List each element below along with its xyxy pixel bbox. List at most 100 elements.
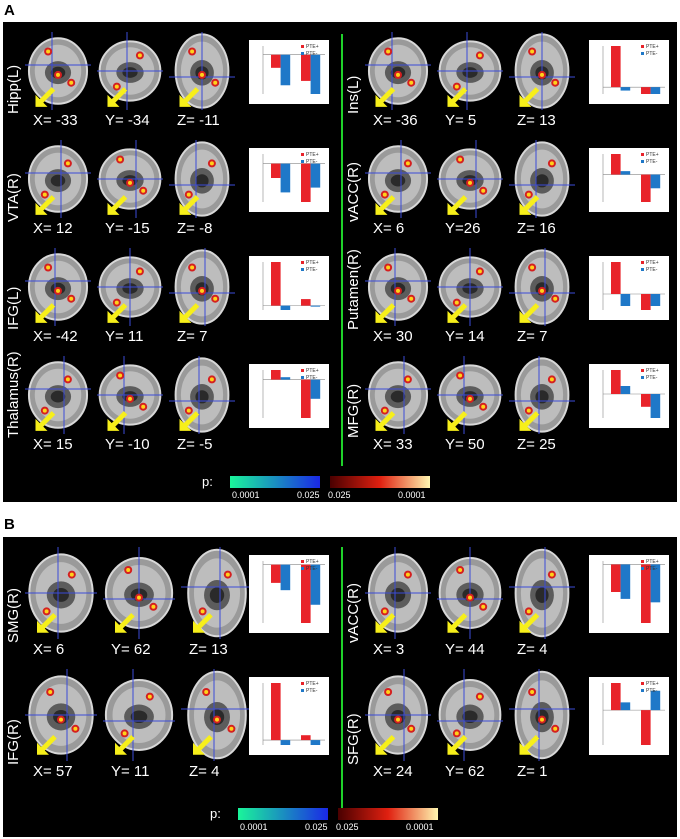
- bar-chart-0: PTE+PTE-: [249, 40, 329, 104]
- brain-slice-axial: [509, 140, 575, 218]
- brain-slice-axial: [509, 248, 575, 326]
- bar-PTE--c2: [310, 305, 321, 307]
- bar-PTE+-c2: [641, 394, 651, 407]
- legend-label: PTE+: [646, 559, 659, 565]
- coordinate-label: X= -36: [373, 112, 418, 129]
- coordinate-label: Z= -11: [177, 112, 220, 129]
- legend-swatch: [301, 560, 304, 563]
- bar-PTE+-c1: [611, 154, 621, 175]
- bar-chart-1: PTE+PTE-: [249, 148, 329, 212]
- bar-PTE+-c1: [271, 54, 281, 68]
- bar-chart-9: PTE+PTE-: [249, 677, 329, 755]
- legend-label: PTE-: [646, 688, 658, 694]
- brain-slice-axial: [169, 248, 235, 326]
- bar-PTE--c1: [280, 54, 291, 86]
- coordinate-label: Z= -8: [177, 220, 213, 237]
- bar-PTE+-c1: [271, 683, 281, 741]
- legend-label: PTE-: [306, 267, 318, 273]
- bar-chart-7: PTE+PTE-: [589, 364, 669, 428]
- legend-swatch: [641, 682, 644, 685]
- coordinate-label: X= 33: [373, 436, 413, 453]
- coordinate-label: Z= 7: [517, 328, 548, 345]
- legend-swatch: [301, 160, 304, 163]
- bar-PTE+-c2: [641, 710, 651, 745]
- coordinate-label: X= 6: [373, 220, 405, 237]
- bar-PTE--c1: [280, 163, 291, 193]
- bar-PTE--c1: [620, 564, 631, 599]
- legend-label: PTE+: [306, 559, 319, 565]
- coordinate-label: Z= 4: [517, 641, 548, 658]
- legend-label: PTE+: [646, 681, 659, 687]
- panel-a-divider: [341, 34, 343, 466]
- bar-PTE+-c1: [271, 163, 281, 178]
- coordinate-label: X= 30: [373, 328, 413, 345]
- legend-label: PTE-: [646, 375, 658, 381]
- brain-slice-axial: [169, 32, 235, 110]
- bar-chart-6: PTE+PTE-: [589, 256, 669, 320]
- coordinate-label: Y= 5: [445, 112, 477, 129]
- bar-PTE--c2: [310, 163, 321, 188]
- bar-PTE--c2: [310, 54, 321, 94]
- coordinate-label: Y= 11: [111, 763, 150, 780]
- legend-label: PTE-: [306, 51, 318, 57]
- region-label: Thalamus(R): [5, 351, 22, 438]
- coordinate-label: Y= 14: [445, 328, 485, 345]
- colorbar-blue-max: 0.025: [297, 490, 320, 500]
- bar-PTE+-c2: [641, 87, 651, 94]
- bar-PTE--c2: [310, 564, 321, 605]
- coordinate-label: Y= -10: [105, 436, 150, 453]
- legend-swatch: [641, 689, 644, 692]
- legend-label: PTE-: [646, 159, 658, 165]
- brain-slice-sagittal: [437, 356, 503, 434]
- legend-label: PTE+: [306, 152, 319, 158]
- colorbar-red-min: 0.025: [336, 822, 359, 832]
- brain-slice-sagittal: [97, 356, 163, 434]
- bar-chart-2: PTE+PTE-: [249, 256, 329, 320]
- colorbar-p-label: p:: [210, 806, 221, 821]
- legend-swatch: [301, 369, 304, 372]
- legend-label: PTE-: [646, 566, 658, 572]
- legend-swatch: [641, 567, 644, 570]
- bar-chart-5: PTE+PTE-: [589, 148, 669, 212]
- brain-slice-axial: [169, 356, 235, 434]
- region-label: SMG(R): [5, 588, 22, 643]
- coordinate-label: X= 3: [373, 641, 405, 658]
- bar-PTE+-c1: [271, 262, 281, 306]
- legend-label: PTE-: [306, 566, 318, 572]
- legend-swatch: [301, 689, 304, 692]
- legend-label: PTE-: [306, 159, 318, 165]
- brain-slice-coronal: [365, 32, 431, 110]
- bar-PTE+-c2: [301, 379, 311, 418]
- brain-slice-coronal: [25, 140, 91, 218]
- legend-swatch: [301, 567, 304, 570]
- coordinate-label: X= -33: [33, 112, 78, 129]
- bar-PTE+-c2: [301, 299, 311, 306]
- region-label: IFG(L): [5, 286, 22, 330]
- brain-slice-axial: [181, 669, 253, 761]
- legend-swatch: [641, 261, 644, 264]
- bar-chart-11: PTE+PTE-: [589, 677, 669, 755]
- coordinate-label: Z= 1: [517, 763, 548, 780]
- coordinate-label: X= 6: [33, 641, 65, 658]
- coordinate-label: Y= 50: [445, 436, 485, 453]
- bar-PTE--c1: [280, 377, 291, 380]
- brain-slice-coronal: [365, 248, 431, 326]
- coordinate-label: Y= -15: [105, 220, 150, 237]
- legend-swatch: [301, 45, 304, 48]
- region-label: MFG(R): [345, 383, 362, 438]
- bar-PTE--c1: [620, 386, 631, 394]
- legend-label: PTE+: [646, 152, 659, 158]
- brain-slice-coronal: [25, 669, 97, 761]
- bar-PTE+-c1: [271, 564, 281, 583]
- bar-PTE--c1: [620, 702, 631, 711]
- region-label: VTA(R): [5, 173, 22, 222]
- bar-chart-3: PTE+PTE-: [249, 364, 329, 428]
- bar-chart-10: PTE+PTE-: [589, 555, 669, 633]
- bar-PTE+-c1: [611, 683, 621, 711]
- legend-label: PTE-: [646, 267, 658, 273]
- region-label: SFG(R): [345, 713, 362, 765]
- colorbar: [230, 476, 430, 488]
- bar-PTE--c1: [620, 171, 631, 175]
- bar-PTE--c2: [650, 87, 661, 94]
- panel-b-divider: [341, 547, 343, 809]
